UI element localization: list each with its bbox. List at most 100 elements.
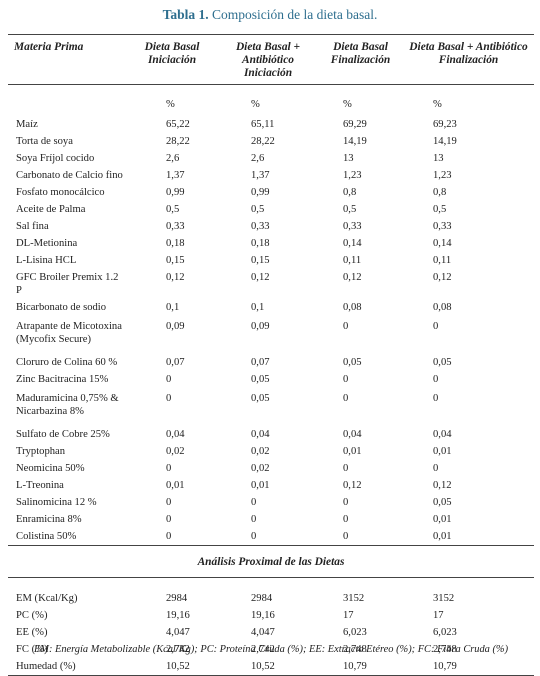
row-label: Sal fina bbox=[16, 221, 49, 232]
value-cell: 0,12 bbox=[433, 272, 452, 283]
row-label: Aceite de Palma bbox=[16, 204, 86, 215]
value-cell: 0,04 bbox=[343, 429, 362, 440]
value-cell: 0,33 bbox=[433, 221, 452, 232]
header-materia-prima: Materia Prima bbox=[14, 41, 84, 53]
value-cell: 0,8 bbox=[343, 187, 357, 198]
value-cell: 0 bbox=[433, 463, 439, 474]
table-row: Torta de soya 28,22 28,22 14,19 14,19 bbox=[8, 133, 534, 150]
value-cell: 10,52 bbox=[166, 661, 190, 672]
value-cell: 10,52 bbox=[251, 661, 275, 672]
value-cell: 0 bbox=[343, 463, 349, 474]
table-row: Tryptophan 0,02 0,02 0,01 0,01 bbox=[8, 443, 534, 460]
row-label: Tryptophan bbox=[16, 446, 66, 457]
units-row: % % % % bbox=[8, 85, 534, 117]
value-cell: 0 bbox=[166, 393, 172, 404]
proximal-body: Análisis Proximal de las Dietas EM (Kcal… bbox=[8, 545, 534, 676]
proximal-row: FC (%) 2,742 2,742 2,748 2,748 bbox=[8, 641, 534, 658]
value-cell: 1,23 bbox=[343, 170, 362, 181]
table-row: Aceite de Palma 0,5 0,5 0,5 0,5 bbox=[8, 201, 534, 218]
value-cell: 69,29 bbox=[343, 119, 367, 130]
row-label: Cloruro de Colina 60 % bbox=[16, 357, 118, 368]
header-antibiotico-iniciacion: Dieta Basal + Antibiótico Iniciación bbox=[235, 41, 301, 79]
value-cell: 0,14 bbox=[433, 238, 452, 249]
diet-composition-table: Materia Prima Dieta Basal Iniciación Die… bbox=[8, 34, 534, 676]
row-label: Humedad (%) bbox=[16, 661, 76, 672]
value-cell: 0,01 bbox=[433, 531, 452, 542]
row-label: Bicarbonato de sodio bbox=[16, 302, 107, 313]
table-caption-label: Tabla 1. bbox=[162, 7, 209, 22]
value-cell: 0 bbox=[166, 497, 172, 508]
value-cell: 0,09 bbox=[166, 321, 185, 332]
table-row: Soya Fríjol cocido 2,6 2,6 13 13 bbox=[8, 150, 534, 167]
header-antibiotico-finalizacion: Dieta Basal + Antibiótico Finalización bbox=[409, 41, 528, 66]
row-label: L-Lisina HCL bbox=[16, 255, 77, 266]
row-label: PC (%) bbox=[16, 610, 48, 621]
value-cell: 65,22 bbox=[166, 119, 190, 130]
value-cell: 0,07 bbox=[251, 357, 270, 368]
unit-cell: % bbox=[343, 99, 352, 110]
value-cell: 6,023 bbox=[433, 627, 457, 638]
table-row: Maíz 65,22 65,11 69,29 69,23 bbox=[8, 116, 534, 133]
value-cell: 0,15 bbox=[251, 255, 270, 266]
header-basal-iniciacion: Dieta Basal Iniciación bbox=[144, 41, 200, 66]
row-label: Carbonato de Calcio fino bbox=[16, 170, 123, 181]
table-row: L-Lisina HCL 0,15 0,15 0,11 0,11 bbox=[8, 252, 534, 269]
table-row: L-Treonina 0,01 0,01 0,12 0,12 bbox=[8, 477, 534, 494]
value-cell: 4,047 bbox=[166, 627, 190, 638]
table-row: Bicarbonato de sodio 0,1 0,1 0,08 0,08 bbox=[8, 299, 534, 316]
value-cell: 0 bbox=[166, 531, 172, 542]
value-cell: 28,22 bbox=[166, 136, 190, 147]
unit-cell: % bbox=[166, 99, 175, 110]
value-cell: 0 bbox=[251, 531, 257, 542]
value-cell: 1,37 bbox=[166, 170, 185, 181]
value-cell: 0,33 bbox=[166, 221, 185, 232]
table-row: Cloruro de Colina 60 % 0,07 0,07 0,05 0,05 bbox=[8, 348, 534, 371]
value-cell: 0,5 bbox=[166, 204, 180, 215]
row-label: Enramicina 8% bbox=[16, 514, 82, 525]
value-cell: 28,22 bbox=[251, 136, 275, 147]
value-cell: 10,79 bbox=[433, 661, 457, 672]
table-row: Fosfato monocálcico 0,99 0,99 0,8 0,8 bbox=[8, 184, 534, 201]
value-cell: 0,5 bbox=[343, 204, 357, 215]
table-row: Zinc Bacitracina 15% 0 0,05 0 0 bbox=[8, 371, 534, 388]
value-cell: 0,18 bbox=[166, 238, 185, 249]
value-cell: 0,99 bbox=[251, 187, 270, 198]
row-label: Salinomicina 12 % bbox=[16, 497, 97, 508]
value-cell: 0,04 bbox=[166, 429, 185, 440]
value-cell: 69,23 bbox=[433, 119, 457, 130]
value-cell: 0,04 bbox=[251, 429, 270, 440]
value-cell: 0,1 bbox=[251, 302, 265, 313]
table-row: Carbonato de Calcio fino 1,37 1,37 1,23 1,23 bbox=[8, 167, 534, 184]
table-caption-text: Composición de la dieta basal. bbox=[212, 7, 378, 22]
table-row: Salinomicina 12 % 0 0 0 0,05 bbox=[8, 494, 534, 511]
value-cell: 17 bbox=[433, 610, 444, 621]
row-label: Colistina 50% bbox=[16, 531, 77, 542]
value-cell: 0,05 bbox=[433, 357, 452, 368]
value-cell: 2,6 bbox=[166, 153, 180, 164]
value-cell: 0 bbox=[343, 321, 349, 332]
row-label: Fosfato monocálcico bbox=[16, 187, 105, 198]
table-row: Colistina 50% 0 0 0 0,01 bbox=[8, 528, 534, 546]
value-cell: 0,04 bbox=[433, 429, 452, 440]
proximal-row: Humedad (%) 10,52 10,52 10,79 10,79 bbox=[8, 658, 534, 676]
row-label: FC (%) bbox=[16, 644, 48, 655]
value-cell: 0,33 bbox=[343, 221, 362, 232]
value-cell: 2,748 bbox=[343, 644, 367, 655]
value-cell: 2984 bbox=[166, 593, 188, 604]
value-cell: 0,5 bbox=[251, 204, 265, 215]
value-cell: 13 bbox=[343, 153, 354, 164]
value-cell: 2,742 bbox=[166, 644, 190, 655]
value-cell: 0,02 bbox=[166, 446, 185, 457]
table-row: Atrapante de Micotoxina (Mycofix Secure)… bbox=[8, 316, 534, 348]
table-footnote: EM: Energía Metabolizable (Kcal/Kg); PC:… bbox=[33, 644, 509, 655]
value-cell: 14,19 bbox=[433, 136, 457, 147]
value-cell: 2,6 bbox=[251, 153, 265, 164]
value-cell: 0 bbox=[433, 374, 439, 385]
value-cell: 0 bbox=[433, 321, 439, 332]
value-cell: 0 bbox=[433, 393, 439, 404]
value-cell: 0,05 bbox=[251, 374, 270, 385]
table-caption: Tabla 1. Composición de la dieta basal. bbox=[0, 0, 540, 31]
value-cell: 0,12 bbox=[166, 272, 185, 283]
value-cell: 0 bbox=[343, 374, 349, 385]
value-cell: 0,15 bbox=[166, 255, 185, 266]
